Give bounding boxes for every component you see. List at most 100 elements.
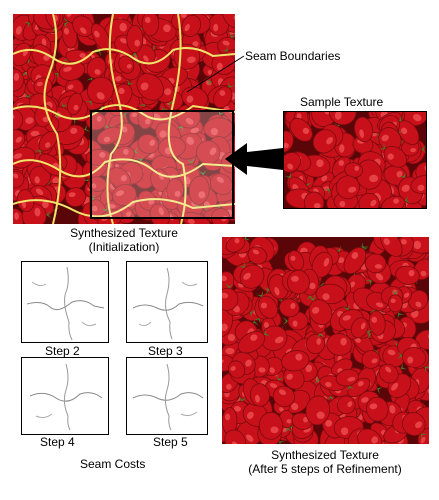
sample-texture <box>284 112 426 208</box>
strawberry <box>209 173 233 196</box>
strawberry <box>354 116 374 143</box>
strawberry <box>157 136 186 159</box>
seam-costs-label: Seam Costs <box>80 457 146 471</box>
step3-seam-cost <box>132 267 204 340</box>
synth-final-caption-line1: Synthesized Texture <box>271 448 379 462</box>
synth-init-caption-line2: (Initialization) <box>88 240 160 254</box>
strawberry <box>87 176 107 192</box>
strawberry <box>394 115 420 146</box>
strawberry <box>13 68 25 92</box>
strawberry <box>279 298 300 318</box>
seam-line <box>106 14 123 224</box>
strawberry <box>305 333 326 355</box>
strawberry <box>222 271 235 294</box>
strawberry <box>284 152 301 173</box>
strawberry <box>224 429 246 444</box>
strawberry <box>311 251 333 278</box>
strawberry <box>141 14 160 37</box>
strawberry <box>221 14 235 29</box>
strawberry <box>343 242 369 275</box>
strawberry <box>58 61 86 81</box>
strawberry <box>284 130 294 153</box>
step4-seam-cost <box>29 363 103 431</box>
strawberry <box>380 237 403 257</box>
strawberry <box>378 142 408 168</box>
strawberry <box>85 76 114 108</box>
strawberry <box>378 363 399 384</box>
strawberry <box>166 178 184 203</box>
strawberry <box>387 289 403 313</box>
strawberry <box>303 191 325 208</box>
strawberry <box>381 195 411 208</box>
strawberry <box>222 407 238 435</box>
synth-init-caption-line1: Synthesized Texture <box>70 226 178 240</box>
strawberry <box>111 184 137 207</box>
strawberry <box>258 411 284 440</box>
strawberry <box>247 246 268 265</box>
strawberry <box>357 428 383 444</box>
strawberry <box>225 237 251 253</box>
synth-final-texture <box>222 237 429 444</box>
strawberry <box>181 14 202 37</box>
strawberry <box>249 383 270 407</box>
strawberry <box>72 15 94 37</box>
strawberry <box>149 203 171 224</box>
strawberry <box>312 129 337 154</box>
seam-boundaries-label: Seam Boundaries <box>245 49 341 63</box>
strawberry <box>344 162 364 178</box>
strawberry <box>34 130 59 157</box>
arrow-left-icon <box>225 143 283 175</box>
strawberry <box>237 328 271 354</box>
strawberry <box>137 134 159 154</box>
step2-image <box>21 261 109 343</box>
synth-init-caption: Synthesized Texture (Initialization) <box>13 226 235 254</box>
strawberry <box>288 250 305 271</box>
strawberry <box>260 325 288 352</box>
strawberry <box>402 412 428 440</box>
strawberry <box>256 290 278 319</box>
seam-line <box>43 14 62 224</box>
strawberry <box>305 395 331 426</box>
strawberry <box>397 347 427 369</box>
synth-final-caption-line2: (After 5 steps of Refinement) <box>248 462 402 476</box>
strawberry <box>287 269 310 295</box>
strawberry <box>328 112 357 126</box>
strawberry <box>272 385 296 407</box>
strawberry <box>118 55 135 74</box>
step5-label: Step 5 <box>153 435 188 449</box>
seam-line <box>13 158 235 178</box>
strawberry <box>67 92 83 116</box>
strawberry <box>228 360 246 379</box>
step2-label: Step 2 <box>45 344 80 358</box>
strawberry <box>355 159 383 190</box>
strawberry <box>196 140 221 165</box>
strawberry <box>335 368 359 392</box>
sample-texture-label: Sample Texture <box>300 95 384 109</box>
synth-init-image <box>13 14 235 224</box>
step5-seam-cost <box>132 363 204 431</box>
strawberry <box>188 175 210 210</box>
strawberry <box>29 165 51 188</box>
step5-image <box>126 357 208 435</box>
strawberry <box>395 265 420 285</box>
strawberry <box>126 25 144 58</box>
step4-image <box>21 357 109 435</box>
strawberry <box>350 317 374 339</box>
strawberry <box>222 282 239 311</box>
strawberry <box>368 310 386 336</box>
strawberry <box>364 253 387 274</box>
strawberry <box>335 175 360 200</box>
strawberry <box>86 57 107 84</box>
strawberry <box>13 129 26 151</box>
strawberry <box>281 350 310 372</box>
step4-label: Step 4 <box>40 435 75 449</box>
strawberry <box>13 170 25 189</box>
sample-texture-image <box>283 111 427 209</box>
synth-final-image <box>222 237 429 444</box>
strawberry <box>361 350 381 369</box>
step3-image <box>126 261 208 343</box>
strawberry <box>336 395 356 415</box>
strawberry <box>410 174 426 195</box>
seam-line <box>167 14 187 224</box>
strawberry <box>366 396 389 422</box>
